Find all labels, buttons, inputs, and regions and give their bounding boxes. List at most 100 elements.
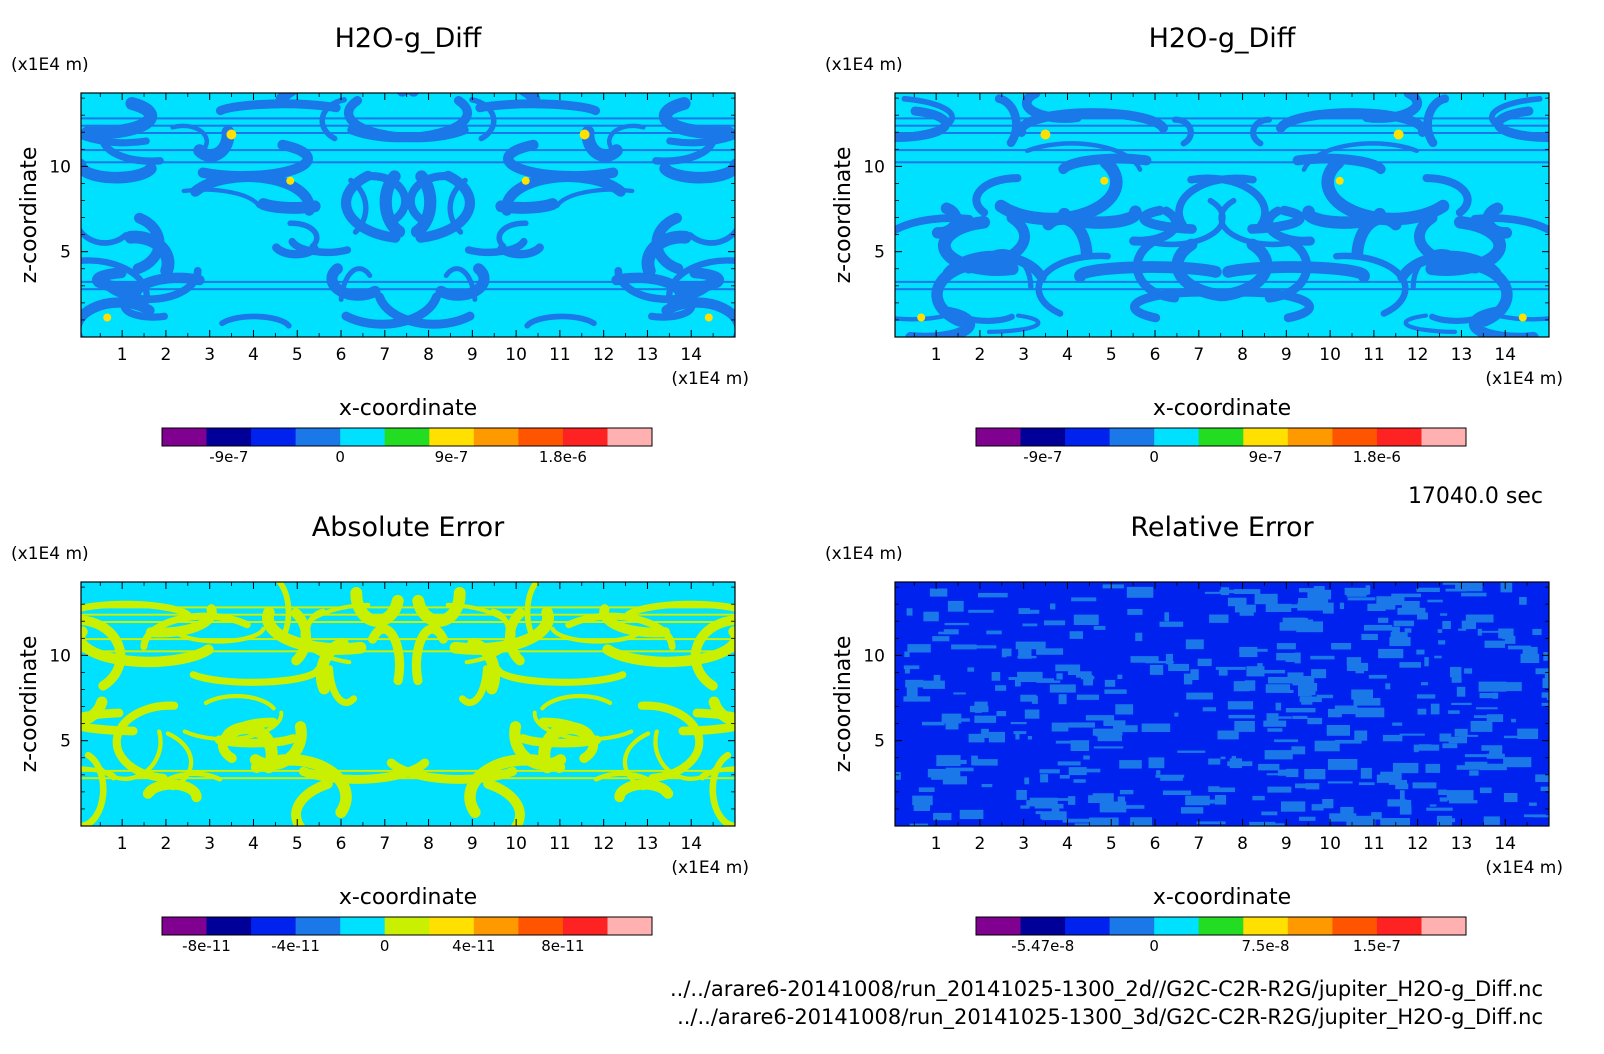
field-patch — [941, 713, 962, 724]
field-patch — [1056, 673, 1063, 680]
colorbar-segment — [295, 428, 341, 446]
x-tick-label: 14 — [680, 345, 702, 365]
field-band — [341, 292, 441, 329]
z-tick-label: 5 — [874, 243, 885, 263]
colorbar-segment — [1065, 428, 1111, 446]
field-patch — [1380, 818, 1410, 826]
field-patch — [1001, 648, 1007, 658]
field-band — [291, 778, 333, 826]
field-band — [81, 226, 129, 246]
field-band — [495, 198, 559, 214]
x-tick-label: 4 — [1062, 345, 1073, 365]
x-tick-label: 2 — [975, 834, 986, 854]
field-band — [176, 626, 266, 644]
field-band — [895, 312, 953, 322]
colorbar-label: 9e-7 — [1249, 448, 1283, 466]
field-patch — [1307, 717, 1323, 725]
x-tick-label: 9 — [1281, 345, 1292, 365]
field-patch — [906, 686, 918, 698]
field-plot — [895, 93, 1549, 337]
field-patch — [1276, 652, 1298, 661]
field-band — [624, 600, 735, 619]
field-patch — [1392, 722, 1403, 726]
z-tick-label: 10 — [863, 157, 885, 177]
field-patch — [1292, 715, 1308, 719]
field-patch — [1451, 677, 1462, 683]
x-tick-label: 12 — [1407, 345, 1429, 365]
field-band — [1247, 205, 1305, 234]
field-patch — [1349, 660, 1357, 671]
field-band — [326, 665, 358, 707]
field-patch — [1427, 599, 1443, 603]
colorbar-segment — [1421, 428, 1467, 446]
field-band — [219, 313, 292, 329]
field-patch — [1024, 709, 1040, 719]
field-band — [555, 187, 635, 208]
field-patch — [1367, 603, 1386, 611]
field-patch — [1265, 603, 1292, 612]
field-patch — [1334, 705, 1358, 715]
field-patch — [1397, 607, 1426, 615]
z-axis-label: z-coordinate — [831, 147, 856, 284]
colorbar-segment — [607, 917, 653, 935]
field-patch — [1486, 714, 1504, 722]
field-band — [532, 710, 634, 742]
field-patch — [1160, 776, 1183, 781]
field-patch — [1017, 655, 1037, 659]
x-tick-label: 11 — [1363, 834, 1385, 854]
field-band — [81, 626, 214, 668]
field-texture — [895, 93, 1549, 337]
field-patch — [1062, 818, 1091, 823]
field-patch — [1067, 667, 1080, 675]
field-patch — [933, 812, 952, 821]
field-band — [641, 230, 692, 278]
field-patch — [1275, 702, 1282, 711]
field-patch — [1068, 767, 1087, 776]
colorbar-label: -9e-7 — [1023, 448, 1062, 466]
field-patch — [1541, 702, 1549, 706]
field-patch — [1022, 623, 1038, 627]
field-patch — [1159, 621, 1184, 627]
field-patch — [1053, 798, 1071, 801]
field-patch — [1055, 664, 1081, 672]
field-patch — [1299, 588, 1322, 593]
field-band — [955, 310, 1015, 324]
colorbar-segment — [1198, 428, 1244, 446]
field-patch — [913, 800, 930, 811]
field-patch — [1503, 793, 1518, 803]
field-patch — [1439, 733, 1452, 742]
field-stripe — [81, 777, 735, 780]
field-patch — [1426, 807, 1453, 811]
field-band — [931, 202, 962, 239]
field-patch — [1115, 704, 1134, 715]
colorbar: -5.47e-8 0 7.5e-8 1.5e-7 — [975, 916, 1467, 955]
colorbar-segment — [1020, 428, 1066, 446]
field-band — [149, 771, 223, 797]
field-patch — [1346, 662, 1369, 671]
plot-frame — [894, 92, 1550, 338]
file-path-2: ../../arare6-20141008/run_20141025-1300_… — [677, 1005, 1543, 1030]
field-patch — [1093, 746, 1124, 749]
field-patch — [1148, 757, 1165, 769]
field-patch — [1067, 796, 1076, 805]
field-patch — [1535, 668, 1549, 675]
field-band — [406, 172, 455, 225]
field-patch — [1104, 679, 1116, 687]
field-patch — [1393, 620, 1414, 627]
field-band — [494, 666, 627, 686]
field-patch — [1358, 782, 1375, 786]
field-band — [275, 582, 292, 641]
field-band — [1403, 313, 1458, 334]
field-patch — [1177, 750, 1206, 753]
field-stripe — [81, 621, 735, 623]
field-patch — [1130, 656, 1159, 663]
field-patch — [1156, 770, 1161, 775]
field-band — [1171, 238, 1227, 302]
field-patch — [1322, 602, 1334, 614]
field-patch — [968, 733, 985, 743]
x-tick-label: 6 — [336, 345, 347, 365]
field-patch — [1371, 812, 1382, 820]
z-tick-label: 10 — [49, 646, 71, 666]
field-patch — [1003, 648, 1012, 657]
colorbar-segment — [1376, 917, 1422, 935]
